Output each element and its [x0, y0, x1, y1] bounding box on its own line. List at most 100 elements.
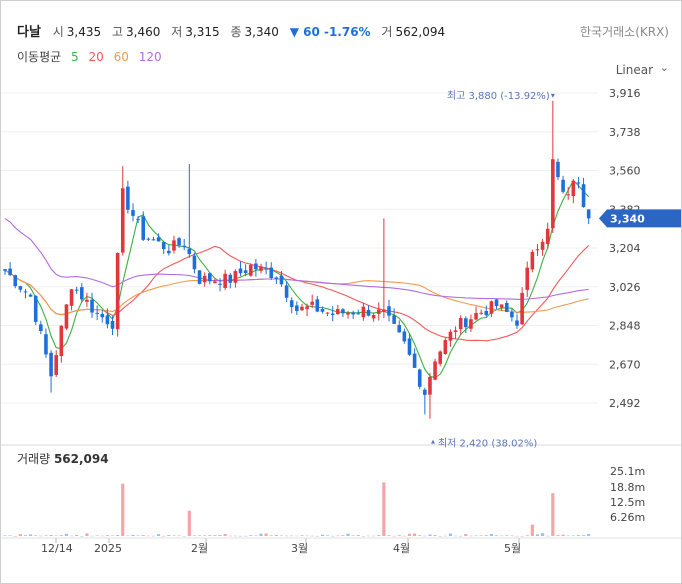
volume-bar — [356, 535, 360, 536]
candle-body — [540, 241, 545, 250]
volume-bar — [223, 533, 227, 536]
candle-body — [223, 273, 227, 288]
volume-bar — [182, 535, 186, 537]
volume-bar — [218, 535, 222, 536]
current-price-label: 3,340 — [610, 212, 645, 225]
candle-body — [264, 268, 268, 270]
volume-bar — [351, 535, 355, 536]
candle-body — [417, 369, 422, 387]
volume-bar — [59, 535, 63, 536]
volume-bar — [3, 535, 7, 536]
moving-average-legend: 이동평균 5 20 60 120 — [17, 48, 168, 65]
volume-bar — [387, 535, 391, 536]
candle-body — [192, 255, 197, 270]
quote-header: 다날 시 3,435 고 3,460 저 3,315 종 3,340 ▼ 60 -1.7… — [17, 21, 452, 40]
volume-bar — [244, 535, 248, 537]
candle-body — [187, 248, 192, 255]
price-tick-label: 3,204 — [609, 242, 641, 255]
candle-body — [407, 338, 412, 355]
scale-dropdown[interactable]: Linear ⌄ — [616, 61, 669, 77]
volume-value: 562,094 — [395, 25, 446, 39]
volume-bar — [116, 535, 120, 536]
volume-bar — [141, 535, 145, 536]
candle-body — [504, 302, 509, 312]
candle-body — [39, 324, 43, 332]
candle-body — [8, 268, 12, 276]
chevron-down-icon: ⌄ — [659, 61, 669, 74]
candle-body — [243, 270, 248, 273]
candle-body — [233, 271, 238, 283]
price-axis: 3,9163,7383,5603,3823,2043,0262,8482,670… — [609, 87, 641, 410]
volume-bar — [556, 535, 560, 536]
volume-bar — [428, 534, 432, 536]
candle-body — [571, 180, 576, 196]
time-tick-label: 2025 — [94, 542, 122, 555]
volume-bar — [172, 535, 176, 536]
candle-body — [361, 306, 366, 318]
volume-bar — [90, 535, 94, 537]
exchange-label: 한국거래소(KRX) — [580, 25, 669, 39]
ma-20-line — [4, 245, 590, 342]
candle-body — [259, 266, 263, 271]
candle-body — [356, 313, 361, 315]
candle-body — [44, 334, 48, 355]
candle-body — [346, 312, 350, 315]
candle-body — [494, 299, 499, 307]
candle-body — [197, 270, 202, 284]
volume-bar — [121, 483, 125, 536]
time-tick-label: 2월 — [191, 542, 208, 555]
volume-bar — [95, 535, 99, 536]
candle-body — [545, 228, 550, 244]
volume-bar — [530, 524, 534, 536]
price-tick-label: 2,670 — [609, 358, 641, 371]
candle-body — [474, 313, 478, 320]
volume-bar — [269, 535, 273, 536]
volume-tick-label: 25.1m — [610, 465, 645, 478]
volume-bar — [433, 535, 437, 536]
candle-body — [464, 318, 468, 328]
volume-bar — [39, 535, 43, 537]
volume-bar — [418, 535, 422, 536]
ma-60: 60 — [113, 50, 129, 64]
candle-body — [289, 300, 294, 308]
volume-bar — [392, 535, 396, 537]
time-tick-label: 4월 — [393, 542, 410, 555]
candle-body — [510, 311, 514, 318]
volume-bar — [366, 535, 371, 537]
volume-bar — [505, 535, 509, 536]
volume-bar — [541, 533, 545, 536]
volume-bar — [500, 535, 504, 537]
price-tick-label: 3,560 — [609, 165, 641, 178]
volume-bar — [325, 535, 330, 536]
candle-body — [438, 351, 442, 364]
candle-body — [202, 275, 207, 283]
current-price-badge — [599, 209, 681, 228]
volume-bar — [110, 535, 115, 536]
volume-bar — [372, 535, 376, 537]
price-tick-label: 3,026 — [609, 281, 641, 294]
candle-body — [556, 161, 560, 178]
low-label: 저 — [171, 25, 183, 39]
volume-tick-label: 12.5m — [610, 496, 645, 509]
candle-body — [131, 210, 135, 216]
candle-body — [238, 268, 243, 274]
candle-body — [151, 239, 156, 241]
open-value: 3,435 — [66, 25, 102, 39]
volume-bar — [423, 535, 427, 537]
volume-bar — [581, 535, 586, 536]
volume-bar — [75, 535, 79, 536]
candle-body — [525, 267, 530, 290]
ma-5: 5 — [71, 50, 79, 64]
candle-body — [330, 313, 335, 315]
volume-bar — [320, 534, 325, 536]
close-value: 3,340 — [244, 25, 279, 39]
candle-body — [423, 389, 427, 395]
chart-grid — [1, 92, 681, 539]
candle-body — [269, 267, 274, 279]
candle-body — [120, 188, 125, 253]
volume-bar — [13, 535, 17, 537]
volume-bar — [576, 535, 581, 536]
price-tick-label: 2,492 — [609, 397, 641, 410]
volume-bar — [126, 535, 130, 537]
